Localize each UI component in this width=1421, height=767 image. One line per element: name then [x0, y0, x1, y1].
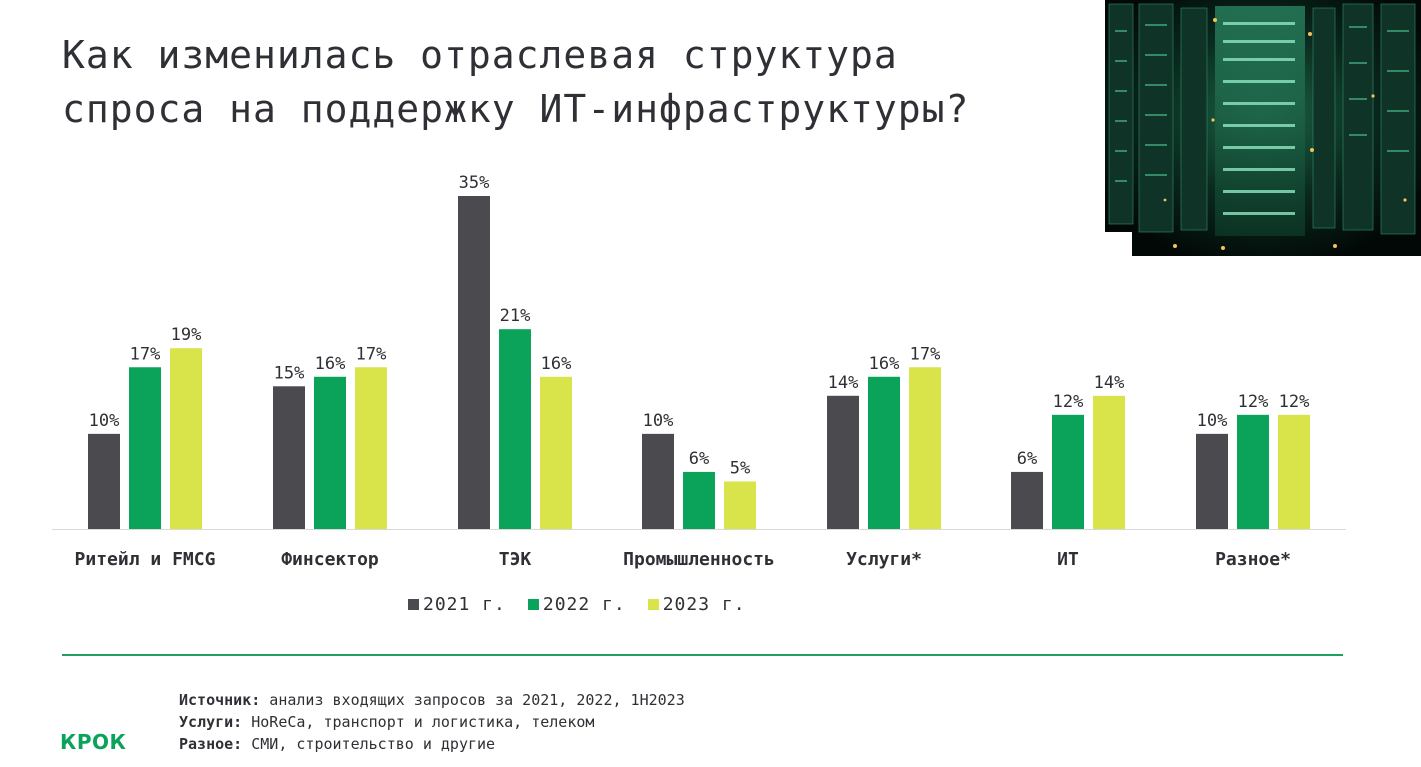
bar-6-2: [1278, 414, 1310, 529]
legend-swatch-2021: [408, 599, 419, 610]
note-services-text: HoReCa, транспорт и логистика, телеком: [242, 713, 595, 731]
value-label-3-0: 10%: [643, 411, 674, 431]
legend-label-2022: 2022 г.: [542, 594, 626, 615]
category-label-0: Ритейл и FMCG: [75, 549, 216, 570]
bar-5-0: [1011, 471, 1043, 529]
bar-5-2: [1093, 395, 1125, 529]
legend-item-2021: 2021 г.: [408, 594, 506, 615]
value-label-5-2: 14%: [1094, 373, 1125, 393]
title-line-1: Как изменилась отраслевая структура: [62, 33, 898, 77]
value-label-6-0: 10%: [1197, 411, 1228, 431]
bar-4-1: [868, 376, 900, 529]
bar-0-2: [170, 348, 202, 529]
value-label-0-2: 19%: [171, 325, 202, 345]
server-rack-photo: [1105, 0, 1421, 256]
bar-1-2: [355, 367, 387, 529]
bar-6-0: [1196, 433, 1228, 529]
note-other-label: Разное:: [179, 735, 243, 753]
value-label-2-1: 21%: [500, 306, 531, 326]
legend-label-2023: 2023 г.: [662, 594, 746, 615]
value-label-2-2: 16%: [541, 354, 572, 374]
footnotes: Источник: анализ входящих запросов за 20…: [179, 689, 685, 755]
value-label-3-2: 5%: [730, 458, 750, 478]
bar-5-1: [1052, 414, 1084, 529]
page-title: Как изменилась отраслевая структура спро…: [62, 28, 1092, 136]
category-label-4: Услуги*: [846, 549, 922, 570]
value-label-5-0: 6%: [1017, 449, 1037, 469]
note-other: Разное: СМИ, строительство и другие: [179, 733, 685, 755]
note-source-label: Источник:: [179, 691, 261, 709]
legend-item-2023: 2023 г.: [647, 594, 746, 615]
legend-label-2021: 2021 г.: [423, 594, 506, 615]
bar-4-2: [909, 367, 941, 529]
note-services: Услуги: HoReCa, транспорт и логистика, т…: [179, 711, 685, 733]
category-label-1: Финсектор: [281, 549, 379, 570]
bar-3-1: [683, 471, 715, 529]
bar-3-2: [724, 481, 756, 529]
bar-2-2: [540, 376, 572, 529]
bar-1-0: [273, 386, 305, 529]
legend-swatch-2022: [527, 599, 539, 610]
value-label-0-1: 17%: [130, 344, 161, 364]
value-label-4-0: 14%: [828, 373, 859, 393]
value-label-1-2: 17%: [356, 344, 387, 364]
value-label-4-1: 16%: [869, 354, 900, 374]
bar-6-1: [1237, 414, 1269, 529]
bar-4-0: [827, 395, 859, 529]
bar-chart: 10% 17% 19% Ритейл и FMCG 15% 16% 17% Финсектор…: [52, 173, 1346, 570]
title-line-2: спроса на поддержку ИТ-инфраструктуры?: [62, 87, 970, 131]
bar-1-1: [314, 376, 346, 529]
category-label-2: ТЭК: [499, 549, 532, 570]
note-source-text: анализ входящих запросов за 2021, 2022, …: [260, 691, 685, 709]
legend-item-2022: 2022 г.: [527, 594, 626, 615]
note-services-label: Услуги:: [179, 713, 243, 731]
bar-3-0: [642, 433, 674, 529]
value-label-5-1: 12%: [1053, 392, 1084, 412]
chart-legend: 2021 г. 2022 г. 2023 г.: [408, 594, 746, 615]
bar-2-0: [458, 196, 490, 529]
value-label-2-0: 35%: [459, 173, 490, 193]
value-label-6-2: 12%: [1279, 392, 1310, 412]
krok-logo: КРОК: [60, 730, 127, 754]
value-label-0-0: 10%: [89, 411, 120, 431]
category-label-5: ИТ: [1057, 549, 1079, 570]
bar-2-1: [499, 329, 531, 529]
bar-0-1: [129, 367, 161, 529]
legend-swatch-2023: [647, 599, 659, 610]
value-label-3-1: 6%: [689, 449, 709, 469]
note-other-text: СМИ, строительство и другие: [242, 735, 496, 753]
category-label-3: Промышленность: [623, 549, 775, 570]
footer-divider: [62, 654, 1343, 656]
value-label-1-1: 16%: [315, 354, 346, 374]
note-source: Источник: анализ входящих запросов за 20…: [179, 689, 685, 711]
bar-0-0: [88, 433, 120, 529]
category-label-6: Разное*: [1215, 549, 1291, 570]
value-label-4-2: 17%: [910, 344, 941, 364]
value-label-1-0: 15%: [274, 363, 305, 383]
value-label-6-1: 12%: [1238, 392, 1269, 412]
